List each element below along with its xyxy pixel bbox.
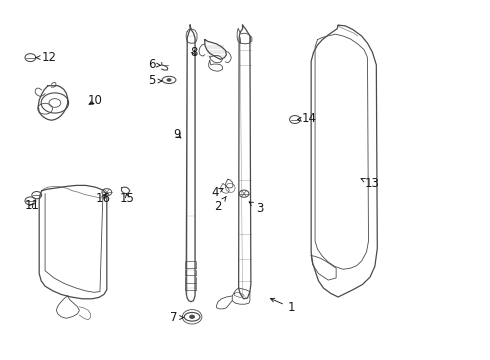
Text: 13: 13 [361, 177, 380, 190]
Circle shape [189, 315, 195, 319]
Text: 14: 14 [297, 112, 316, 125]
Text: 15: 15 [120, 192, 135, 204]
Text: 1: 1 [270, 298, 295, 314]
Text: 7: 7 [170, 311, 184, 324]
Text: 16: 16 [96, 192, 110, 204]
Text: 8: 8 [190, 46, 197, 59]
Text: 11: 11 [24, 199, 39, 212]
Text: 6: 6 [148, 58, 161, 71]
Text: 5: 5 [148, 75, 162, 87]
Text: 4: 4 [212, 186, 223, 199]
Text: 2: 2 [214, 196, 226, 213]
Text: 12: 12 [36, 51, 56, 64]
Text: 3: 3 [249, 202, 264, 215]
Circle shape [167, 78, 172, 82]
Text: 10: 10 [88, 94, 103, 107]
Text: 9: 9 [173, 129, 181, 141]
